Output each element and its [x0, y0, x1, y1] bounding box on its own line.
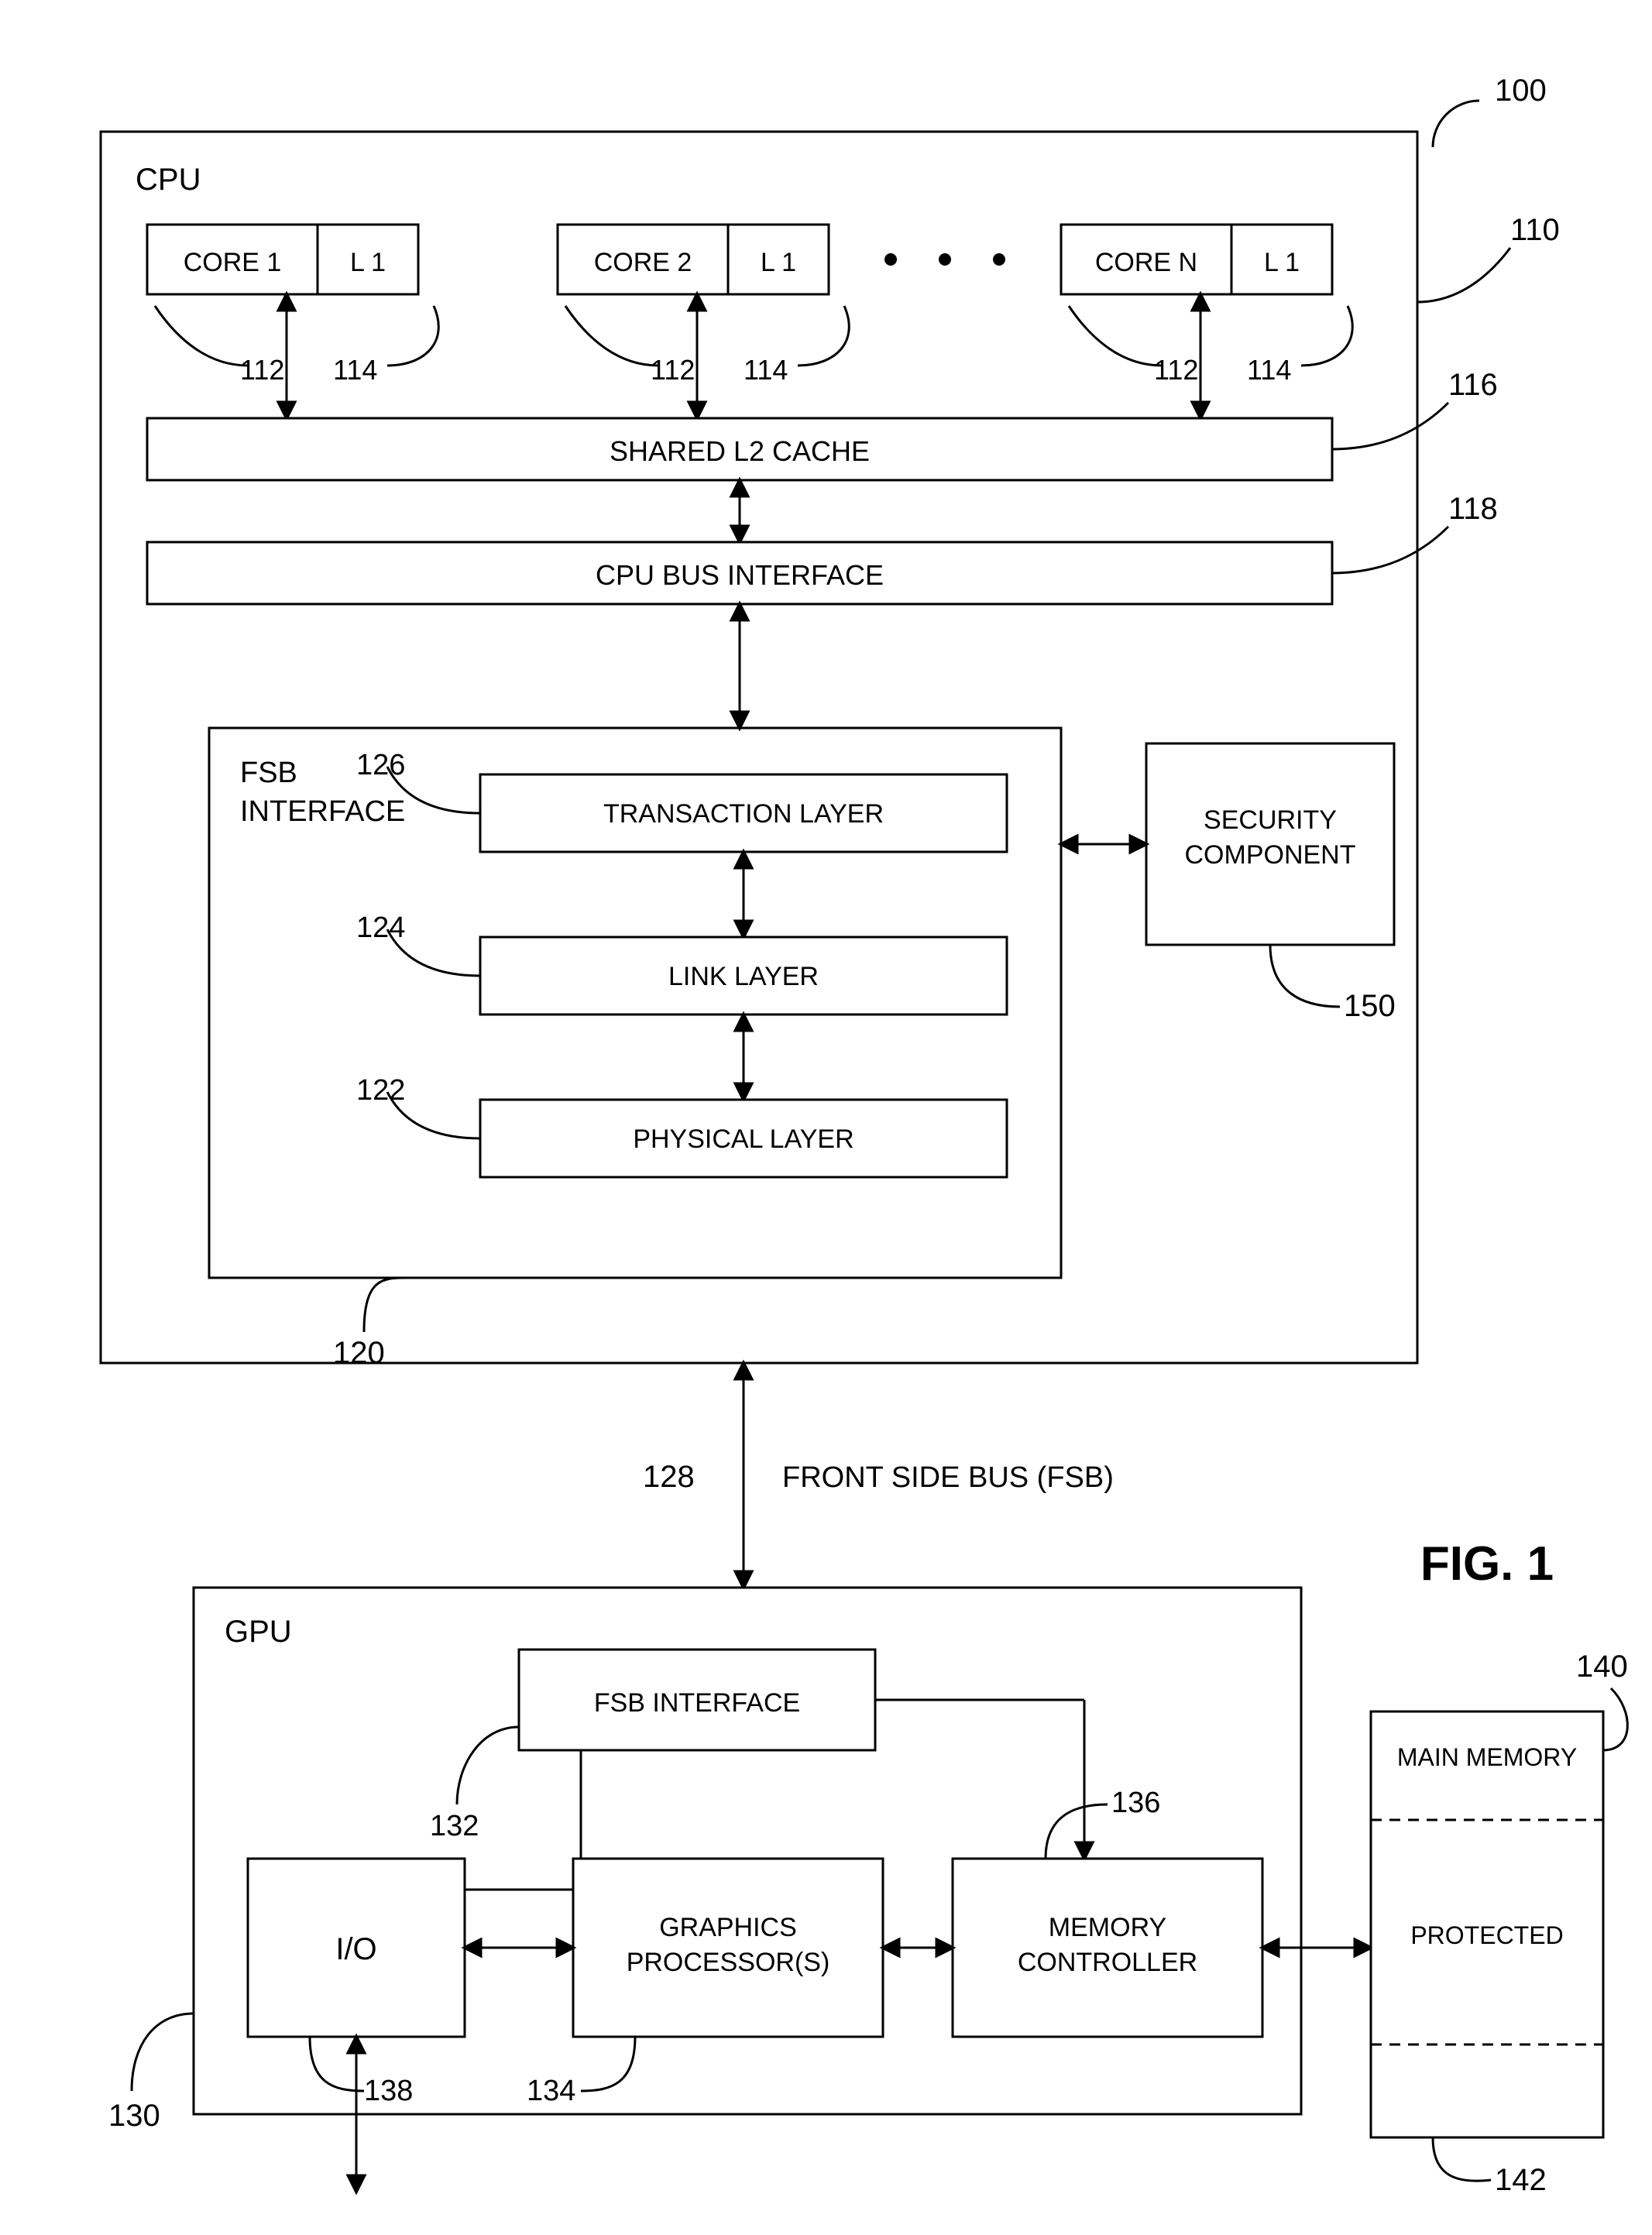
- ref-142: 142: [1495, 2163, 1547, 2197]
- fsb-if-label-2: INTERFACE: [240, 795, 405, 828]
- cpu-label: CPU: [136, 163, 201, 197]
- ref-118: 118: [1448, 492, 1498, 526]
- io-label: I/O: [335, 1932, 376, 1966]
- ref-138: 138: [364, 2075, 413, 2107]
- ref-114-1: 114: [333, 354, 377, 386]
- ref-114-2: 114: [744, 354, 788, 386]
- ref-114-n: 114: [1247, 354, 1291, 386]
- security-label-1: SECURITY: [1204, 805, 1337, 835]
- l2-cache-label: SHARED L2 CACHE: [610, 435, 870, 467]
- cpu-bus-if-label: CPU BUS INTERFACE: [596, 559, 884, 591]
- mem-ctrl-label-2: CONTROLLER: [1018, 1948, 1197, 1977]
- ref-110: 110: [1510, 213, 1560, 247]
- ref-132: 132: [430, 1810, 479, 1842]
- core-n-l1: L 1: [1264, 248, 1300, 277]
- ref-112-2: 112: [651, 354, 695, 386]
- ref-112-n: 112: [1154, 354, 1198, 386]
- ref-112-1: 112: [240, 354, 284, 386]
- ref-140: 140: [1576, 1650, 1628, 1684]
- graphics-label-1: GRAPHICS: [659, 1913, 797, 1942]
- ref-128: 128: [643, 1460, 695, 1494]
- core-1-l1: L 1: [350, 248, 386, 277]
- ref-136: 136: [1111, 1787, 1160, 1819]
- mem-ctrl-label-1: MEMORY: [1049, 1913, 1166, 1942]
- gpu-label: GPU: [225, 1615, 292, 1649]
- physical-layer-label: PHYSICAL LAYER: [633, 1124, 853, 1154]
- fsb-if-label-1: FSB: [240, 757, 297, 789]
- core-n-label: CORE N: [1095, 248, 1197, 277]
- protected-label: PROTECTED: [1410, 1921, 1563, 1949]
- main-memory-label: MAIN MEMORY: [1397, 1743, 1577, 1771]
- gpu-fsb-if-label: FSB INTERFACE: [594, 1688, 800, 1718]
- ref-126: 126: [356, 749, 405, 781]
- fsb-label: FRONT SIDE BUS (FSB): [782, 1461, 1114, 1494]
- diagram-root: 100 CPU 110 CORE 1 L 1 112 114 CORE 2 L …: [0, 0, 1652, 2235]
- figure-title: FIG. 1: [1420, 1537, 1554, 1591]
- ref-134: 134: [527, 2075, 575, 2107]
- ref-100: 100: [1495, 74, 1547, 108]
- link-layer-label: LINK LAYER: [668, 962, 819, 991]
- ref-116: 116: [1448, 368, 1498, 402]
- graphics-label-2: PROCESSOR(S): [627, 1948, 830, 1977]
- core-1-label: CORE 1: [184, 248, 282, 277]
- security-label-2: COMPONENT: [1185, 840, 1356, 870]
- ref-150: 150: [1344, 989, 1396, 1023]
- ref-122: 122: [356, 1074, 405, 1107]
- ref-130: 130: [108, 2099, 160, 2133]
- core-2-label: CORE 2: [594, 248, 692, 277]
- core-2-l1: L 1: [761, 248, 796, 277]
- ref-120: 120: [333, 1336, 385, 1370]
- transaction-layer-label: TRANSACTION LAYER: [603, 799, 884, 829]
- ref-124: 124: [356, 912, 405, 944]
